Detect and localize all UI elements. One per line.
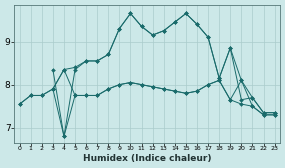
X-axis label: Humidex (Indice chaleur): Humidex (Indice chaleur) <box>83 154 211 163</box>
